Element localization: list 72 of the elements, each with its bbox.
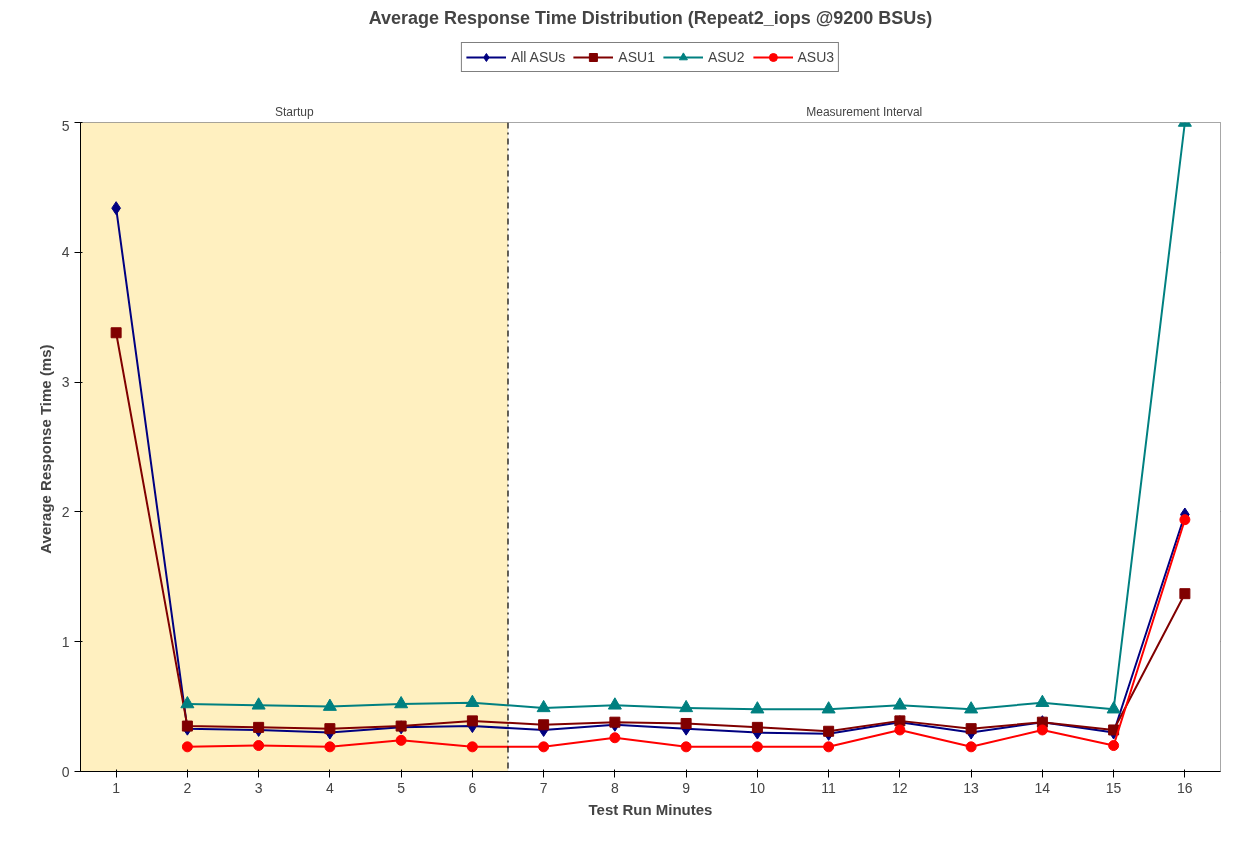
chart-title: Average Response Time Distribution (Repeat2_iops @9200 BSUs)	[368, 7, 933, 28]
point	[465, 694, 480, 707]
point	[750, 701, 765, 714]
y-tick-label: 2	[61, 503, 70, 520]
point	[1035, 694, 1050, 707]
band-label: Startup	[274, 104, 314, 119]
point	[965, 741, 977, 753]
point	[751, 721, 763, 733]
y-tick-label: 3	[61, 374, 70, 391]
x-tick-label: 14	[1034, 779, 1051, 796]
point	[751, 741, 763, 753]
x-axis-title: Test Run Minutes	[588, 800, 713, 818]
point	[964, 701, 979, 714]
point	[823, 741, 835, 753]
x-tick-label: 8	[610, 779, 619, 796]
x-tick-label: 12	[892, 779, 908, 796]
x-tick-label: 1	[112, 779, 121, 796]
x-tick-label: 16	[1177, 779, 1193, 796]
x-tick-label: 6	[468, 779, 477, 796]
point	[538, 719, 550, 731]
point	[181, 741, 193, 753]
point	[680, 741, 692, 753]
y-tick-label: 5	[61, 117, 70, 134]
y-axis-title: Average Response Time (ms)	[36, 344, 54, 554]
point	[1179, 514, 1191, 526]
x-tick-label: 10	[749, 779, 766, 796]
point	[395, 734, 407, 746]
legend-label: All ASUs	[510, 49, 566, 65]
x-tick-label: 15	[1105, 779, 1122, 796]
point	[821, 701, 836, 714]
x-tick-label: 9	[682, 779, 691, 796]
point	[324, 723, 336, 735]
point	[609, 732, 621, 744]
point	[538, 741, 550, 753]
point	[680, 717, 692, 729]
point	[181, 720, 193, 732]
x-tick-label: 7	[539, 779, 548, 796]
point	[322, 698, 337, 711]
x-tick-label: 13	[963, 779, 980, 796]
legend-label: ASU1	[618, 49, 655, 65]
point	[965, 723, 977, 735]
y-tick-label: 1	[61, 633, 70, 650]
point	[607, 697, 622, 710]
point	[1036, 724, 1048, 736]
point	[394, 696, 409, 709]
point	[466, 715, 478, 727]
x-tick-label: 3	[254, 779, 263, 796]
point	[892, 697, 907, 710]
point	[253, 740, 265, 752]
x-tick-label: 5	[397, 779, 406, 796]
x-tick-label: 11	[821, 779, 837, 796]
legend-label: ASU3	[797, 49, 835, 65]
y-tick-label: 0	[61, 763, 70, 780]
point	[251, 697, 266, 710]
point	[609, 716, 621, 728]
y-tick-label: 4	[61, 244, 70, 261]
legend-label: ASU2	[707, 49, 745, 65]
point	[253, 721, 265, 733]
point	[536, 699, 551, 713]
point	[1179, 588, 1191, 600]
point	[894, 724, 906, 736]
point	[180, 696, 195, 709]
point	[1108, 740, 1120, 752]
x-tick-label: 4	[325, 779, 334, 796]
point	[679, 699, 694, 713]
point	[324, 741, 336, 753]
x-tick-label: 2	[183, 779, 192, 796]
point	[466, 741, 478, 753]
point	[1106, 701, 1121, 714]
point	[110, 327, 122, 339]
point	[823, 725, 835, 737]
band-label: Measurement Interval	[806, 104, 923, 119]
